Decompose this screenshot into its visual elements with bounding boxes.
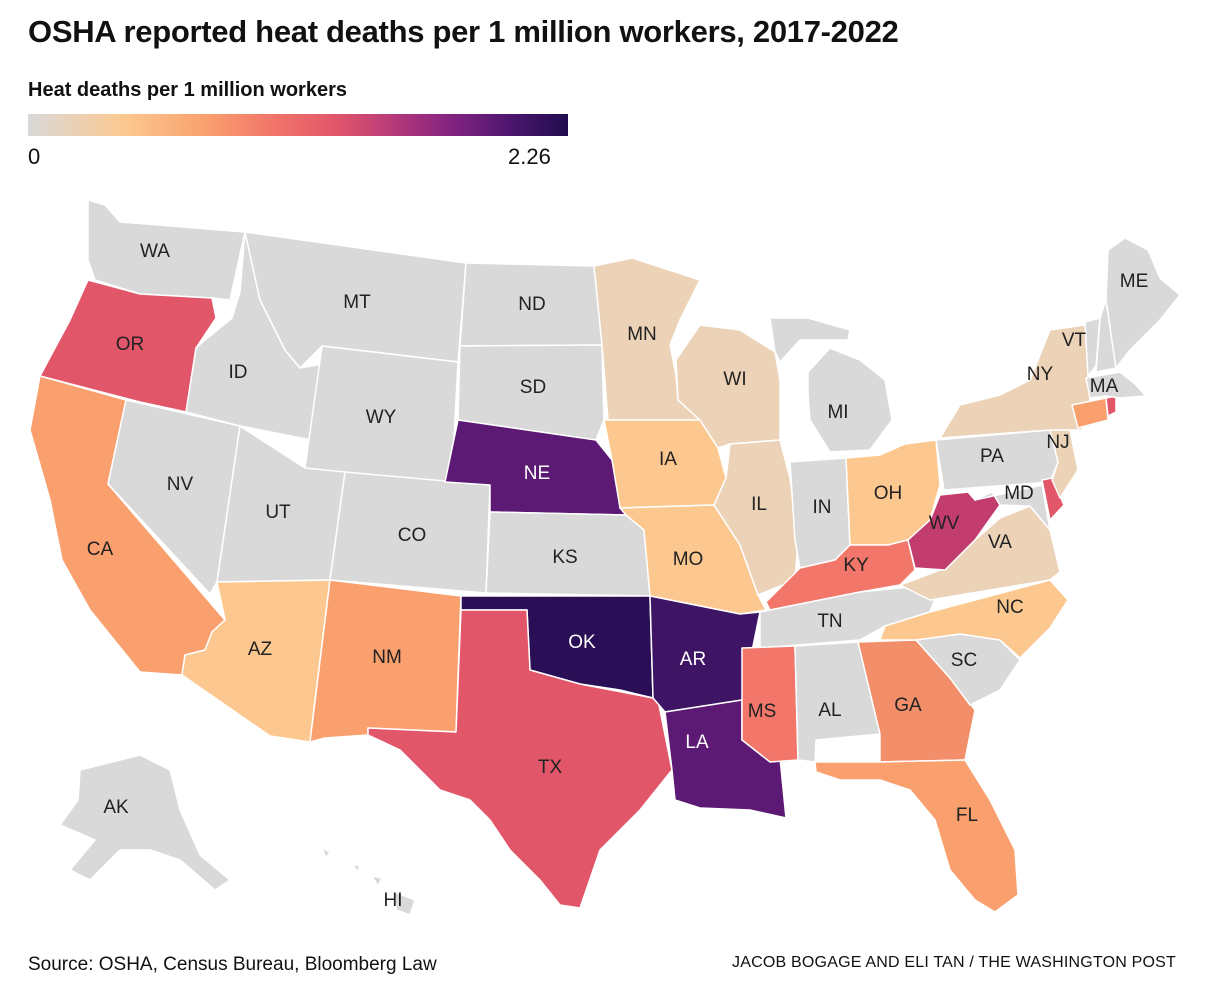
state-label-me: ME (1120, 271, 1149, 292)
state-label-al: AL (818, 700, 841, 721)
state-label-nm: NM (372, 647, 402, 668)
credit-line: JACOB BOGAGE AND ELI TAN / THE WASHINGTO… (732, 954, 1176, 971)
state-label-nd: ND (518, 294, 545, 315)
legend-min-label: 0 (28, 144, 41, 169)
chart-title: OSHA reported heat deaths per 1 million … (28, 14, 899, 49)
state-label-wa: WA (140, 241, 170, 262)
state-ak (59, 754, 231, 891)
state-ri (1105, 395, 1117, 417)
state-label-wy: WY (366, 407, 397, 428)
state-label-ky: KY (843, 555, 869, 576)
state-label-tn: TN (817, 611, 842, 632)
state-label-ca: CA (87, 539, 114, 560)
state-label-az: AZ (248, 639, 273, 660)
state-label-hi: HI (384, 890, 403, 911)
state-sd (457, 344, 605, 441)
state-label-mt: MT (343, 292, 371, 313)
state-label-il: IL (751, 494, 767, 515)
state-label-sc: SC (951, 650, 977, 671)
legend-max-label: 2.26 (508, 144, 551, 169)
state-label-tx: TX (538, 757, 563, 778)
state-label-mo: MO (673, 549, 704, 570)
legend-color-scale (28, 114, 568, 136)
state-mi (769, 317, 893, 453)
state-wa (87, 199, 246, 301)
state-ky (765, 539, 916, 611)
state-label-mi: MI (827, 402, 848, 423)
state-il (713, 439, 799, 596)
state-label-ms: MS (748, 701, 777, 722)
state-ms (741, 645, 799, 763)
state-label-ny: NY (1027, 364, 1054, 385)
state-label-fl: FL (956, 805, 978, 826)
state-label-nc: NC (996, 597, 1023, 618)
state-label-co: CO (398, 525, 427, 546)
state-label-nv: NV (167, 474, 194, 495)
state-nc (879, 579, 1069, 659)
state-fl (814, 759, 1019, 913)
state-label-md: MD (1004, 483, 1034, 504)
state-de (1041, 477, 1065, 521)
source-note: Source: OSHA, Census Bureau, Bloomberg L… (28, 954, 437, 975)
state-label-mn: MN (627, 324, 657, 345)
state-label-oh: OH (874, 483, 903, 504)
state-label-wi: WI (723, 369, 746, 390)
state-label-pa: PA (980, 446, 1004, 467)
state-md (974, 484, 1051, 531)
state-label-ne: NE (524, 463, 550, 484)
state-label-ar: AR (680, 649, 706, 670)
state-label-id: ID (229, 362, 248, 383)
state-label-ut: UT (265, 502, 291, 523)
state-me (1105, 237, 1181, 369)
state-label-or: OR (116, 334, 145, 355)
state-label-ia: IA (659, 449, 677, 470)
state-label-nj: NJ (1046, 432, 1069, 453)
state-ma (1085, 371, 1147, 399)
state-label-ak: AK (103, 797, 129, 818)
state-label-wv: WV (929, 513, 960, 534)
state-label-ok: OK (568, 632, 596, 653)
state-nv (107, 399, 241, 595)
state-label-sd: SD (520, 377, 546, 398)
state-label-vt: VT (1062, 330, 1087, 351)
state-label-ma: MA (1090, 376, 1119, 397)
state-label-va: VA (988, 532, 1012, 553)
state-tx (367, 609, 673, 909)
state-label-ks: KS (552, 547, 577, 568)
state-hi (321, 847, 416, 916)
state-label-ga: GA (894, 695, 922, 716)
legend-title: Heat deaths per 1 million workers (28, 79, 347, 101)
state-label-la: LA (685, 732, 709, 753)
state-ct (1071, 397, 1109, 429)
state-label-in: IN (813, 497, 832, 518)
